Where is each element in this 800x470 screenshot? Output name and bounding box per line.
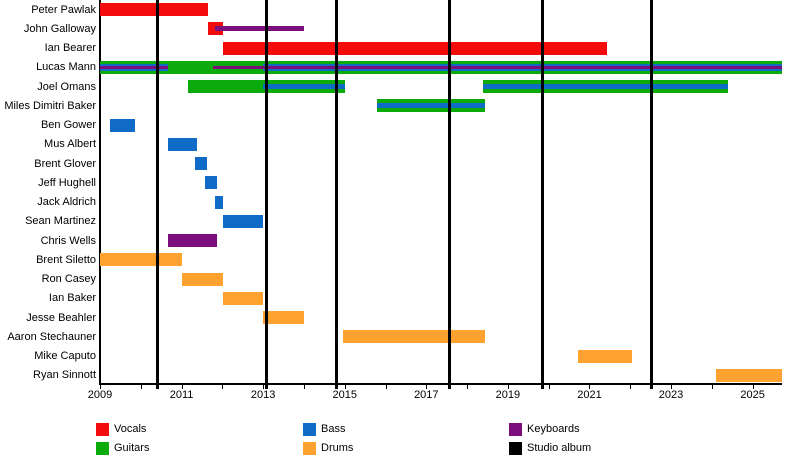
legend-swatch-vocals	[96, 423, 109, 436]
year-tick	[507, 385, 509, 389]
timeline-bar-drums	[181, 272, 224, 286]
member-label: Jack Aldrich	[37, 196, 96, 209]
member-label: Ian Bearer	[44, 42, 96, 55]
legend-label: Studio album	[527, 442, 592, 454]
timeline-bar-bass	[195, 157, 207, 171]
member-label: Ian Baker	[48, 292, 96, 305]
year-label: 2011	[169, 389, 194, 401]
timeline-bar-drums	[578, 349, 633, 363]
y-axis-line	[99, 0, 101, 385]
member-label: Brent Glover	[34, 157, 96, 170]
year-tick	[467, 385, 469, 389]
legend-label: Vocals	[114, 423, 147, 435]
timeline-bar-drums	[715, 368, 782, 382]
year-tick	[344, 385, 346, 389]
legend-swatch-guitars	[96, 442, 109, 455]
year-tick	[303, 385, 305, 389]
year-tick	[100, 385, 101, 389]
member-label: Aaron Stechauner	[7, 330, 96, 343]
member-label: Brent Siletto	[36, 253, 96, 266]
member-label: Chris Wells	[40, 234, 96, 247]
timeline-bar-drums	[100, 253, 183, 267]
year-label: 2013	[250, 389, 276, 401]
timeline-bar-bass	[204, 176, 218, 190]
timeline-bar-bass	[263, 84, 345, 90]
timeline-bar-keyboards	[168, 234, 218, 248]
year-label: 2017	[414, 389, 439, 401]
year-label: 2025	[740, 389, 765, 401]
member-label: Mike Caputo	[34, 350, 96, 363]
timeline-bar-keyboards	[212, 65, 782, 69]
timeline-bar-keyboards	[215, 26, 304, 32]
timeline-bar-keyboards	[100, 65, 169, 69]
member-label: Mus Albert	[44, 138, 96, 151]
year-tick	[181, 385, 183, 389]
timeline-bar-bass	[483, 84, 729, 90]
album-release-line	[541, 0, 545, 389]
timeline-bar-drums	[223, 291, 264, 305]
member-label: Ron Casey	[41, 273, 96, 286]
year-label: 2019	[495, 389, 521, 401]
member-label: Joel Omans	[37, 80, 96, 93]
timeline-bar-drums	[263, 311, 304, 325]
timeline-bar-drums	[342, 330, 486, 344]
timeline-bar-bass	[110, 118, 136, 132]
legend-swatch-keyboards	[509, 423, 522, 436]
year-label: 2015	[332, 389, 357, 401]
album-release-line	[650, 0, 654, 389]
year-tick	[385, 385, 387, 389]
timeline-bar-bass	[223, 214, 264, 228]
legend-swatch-drums	[303, 442, 316, 455]
year-label: 2023	[658, 389, 684, 401]
member-label: Lucas Mann	[36, 61, 96, 74]
year-tick	[630, 385, 632, 389]
member-label: Jesse Beahler	[26, 311, 96, 324]
legend-label: Bass	[321, 423, 346, 435]
year-tick	[222, 385, 224, 389]
timeline-bar-vocals	[100, 3, 209, 17]
year-tick	[589, 385, 591, 389]
timeline-bar-vocals	[223, 41, 607, 55]
legend-label: Guitars	[114, 442, 150, 454]
year-label: 2009	[87, 389, 113, 401]
album-release-line	[335, 0, 339, 389]
timeline-bar-bass	[377, 103, 486, 109]
album-release-line	[265, 0, 269, 389]
member-label: Ben Gower	[40, 119, 96, 132]
timeline-bar-bass	[215, 195, 224, 209]
year-tick	[426, 385, 428, 389]
year-tick	[548, 385, 550, 389]
member-label: Ryan Sinnott	[33, 369, 96, 382]
member-label: Miles Dimitri Baker	[4, 99, 96, 112]
year-tick	[752, 385, 754, 389]
timeline-bar-bass	[168, 137, 198, 151]
legend-label: Drums	[321, 442, 354, 454]
year-tick	[140, 385, 142, 389]
year-label: 2021	[577, 389, 602, 401]
member-label: Jeff Hughell	[38, 176, 96, 189]
album-release-line	[448, 0, 452, 389]
member-label: Sean Martinez	[25, 215, 96, 228]
member-label: John Galloway	[23, 22, 96, 35]
album-release-line	[155, 0, 159, 389]
year-tick	[711, 385, 713, 389]
x-axis-line	[99, 383, 782, 385]
member-label: Peter Pawlak	[31, 3, 96, 16]
year-tick	[263, 385, 265, 389]
legend-swatch-album	[509, 442, 522, 455]
legend-label: Keyboards	[527, 423, 580, 435]
legend-swatch-bass	[303, 423, 316, 436]
year-tick	[671, 385, 673, 389]
